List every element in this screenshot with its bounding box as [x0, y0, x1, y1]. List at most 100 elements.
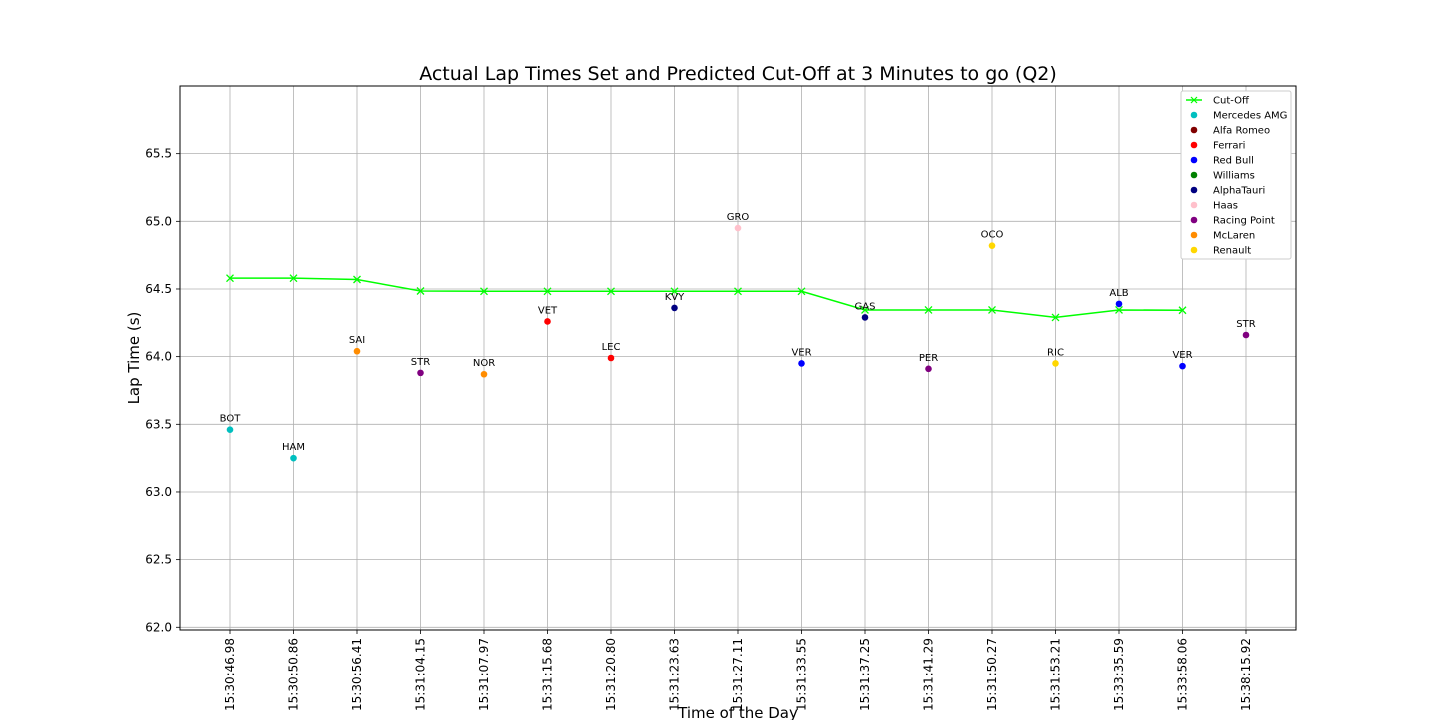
- legend-label: Alfa Romeo: [1213, 126, 1270, 137]
- legend-label: Racing Point: [1213, 216, 1275, 227]
- data-point: [226, 426, 234, 434]
- legend-item: AlphaTauri: [1190, 186, 1265, 197]
- cut-off-marker-stroke: [924, 306, 933, 314]
- data-point: [671, 304, 678, 312]
- y-tick-label: 63.5: [145, 417, 172, 431]
- legend-swatch: [1190, 186, 1198, 194]
- data-point: [353, 347, 361, 355]
- y-axis-label: Lap Time (s): [125, 312, 143, 405]
- legend-label: Williams: [1213, 171, 1255, 182]
- x-tick-label: 15:31:37.25: [858, 638, 872, 711]
- cut-off-marker: [1115, 306, 1123, 314]
- cut-off-marker: [734, 287, 742, 296]
- cut-off-marker-stroke: [1115, 306, 1123, 314]
- legend-item: Renault: [1190, 246, 1251, 257]
- data-label: ALB: [1109, 288, 1128, 299]
- data-label: VER: [1172, 350, 1192, 361]
- legend-label: Renault: [1213, 246, 1251, 257]
- data-label: SAI: [349, 335, 365, 346]
- cut-off-marker: [988, 306, 996, 314]
- legend-item: Haas: [1190, 201, 1238, 212]
- legend-item: McLaren: [1190, 231, 1255, 242]
- cut-off-marker: [861, 306, 869, 314]
- legend-marker-stroke: [1190, 96, 1198, 104]
- y-tick-label: 62.5: [145, 553, 172, 567]
- y-tick-label: 64.0: [145, 350, 172, 364]
- y-tick-label: 65.0: [145, 214, 172, 228]
- legend-label: AlphaTauri: [1213, 186, 1265, 197]
- legend-item: Alfa Romeo: [1190, 126, 1270, 137]
- data-point: [1052, 360, 1059, 367]
- legend-label: Red Bull: [1213, 156, 1254, 167]
- legend-item: Red Bull: [1190, 156, 1254, 167]
- tick-marks: [176, 153, 1247, 634]
- legend-label: Cut-Off: [1213, 96, 1250, 107]
- x-axis-tick-labels: 15:30:46.98 15:30:50.86 15:30:56.41 15:31:0…: [223, 638, 1253, 711]
- legend-item: Cut-Off: [1186, 96, 1250, 107]
- cut-off-marker: [416, 287, 425, 295]
- cut-off-marker-stroke: [480, 287, 488, 296]
- cut-off-marker-stroke: [416, 287, 425, 295]
- legend: Cut-Off Mercedes AMG Alfa Romeo Ferrari Red …: [1180, 90, 1292, 260]
- cut-off-marker-stroke: [543, 287, 552, 296]
- grid-lines: [180, 86, 1296, 630]
- data-label: RIC: [1047, 347, 1064, 358]
- data-label: STR: [411, 357, 430, 368]
- data-label: KVY: [665, 292, 685, 303]
- cut-off-marker-stroke: [861, 306, 869, 314]
- legend-swatch: [1190, 156, 1198, 164]
- data-point: [544, 318, 551, 325]
- data-label: PER: [919, 353, 938, 364]
- x-tick-label: 15:33:35.59: [1112, 638, 1126, 711]
- cut-off-marker-stroke: [1051, 313, 1060, 322]
- x-tick-label: 15:31:23.63: [668, 638, 682, 711]
- legend-swatch: [1190, 216, 1198, 224]
- y-tick-label: 62.0: [145, 620, 172, 634]
- y-tick-label: 64.5: [145, 282, 172, 296]
- data-point: [1115, 300, 1123, 308]
- data-label: STR: [1236, 319, 1255, 330]
- data-point: [607, 354, 615, 362]
- data-label: GAS: [855, 301, 876, 312]
- x-tick-label: 15:31:33.55: [795, 638, 809, 711]
- x-tick-label: 15:31:04.15: [414, 638, 428, 711]
- cut-off-marker: [1178, 306, 1187, 315]
- x-tick-label: 15:31:53.21: [1049, 638, 1063, 711]
- y-axis-tick-labels: 62.0 62.5 63.0 63.5 64.0 64.5 65.0 65.5: [145, 147, 172, 635]
- y-tick-label: 63.0: [145, 485, 172, 499]
- data-point: [925, 365, 932, 373]
- data-point: [290, 454, 297, 462]
- data-point: [861, 314, 869, 321]
- legend-label: Mercedes AMG: [1213, 111, 1287, 122]
- legend-swatch: [1190, 201, 1198, 209]
- legend-swatch: [1190, 171, 1198, 179]
- data-label: GRO: [727, 212, 750, 223]
- cut-off-line: [230, 277, 1183, 319]
- data-label: VET: [538, 305, 558, 316]
- data-label: VER: [791, 347, 811, 358]
- legend-swatch: [1190, 111, 1198, 119]
- y-tick-label: 65.5: [145, 147, 172, 161]
- x-tick-label: 15:31:27.11: [731, 638, 745, 711]
- x-tick-label: 15:31:07.97: [477, 638, 491, 711]
- cut-off-marker-stroke: [226, 274, 234, 283]
- legend-swatch: [1190, 246, 1198, 254]
- x-tick-label: 15:30:50.86: [287, 638, 301, 711]
- cut-off-marker-stroke: [353, 275, 361, 284]
- cut-off-marker: [289, 274, 298, 283]
- x-tick-label: 15:30:56.41: [350, 638, 364, 711]
- legend-box: [1180, 90, 1292, 260]
- legend-swatch: [1190, 126, 1198, 134]
- legend-label: Haas: [1213, 201, 1238, 212]
- x-tick-label: 15:31:20.80: [604, 638, 618, 711]
- cut-off-marker-stroke: [797, 287, 806, 296]
- legend-item: Mercedes AMG: [1190, 111, 1287, 122]
- cut-off-marker-stroke: [289, 274, 298, 283]
- data-point: [988, 242, 996, 249]
- data-point: [1242, 331, 1250, 339]
- cut-off-marker-stroke: [607, 287, 615, 296]
- data-label: BOT: [220, 414, 242, 425]
- legend-item: Williams: [1190, 171, 1255, 182]
- x-axis-label: Time of the Day: [677, 704, 798, 720]
